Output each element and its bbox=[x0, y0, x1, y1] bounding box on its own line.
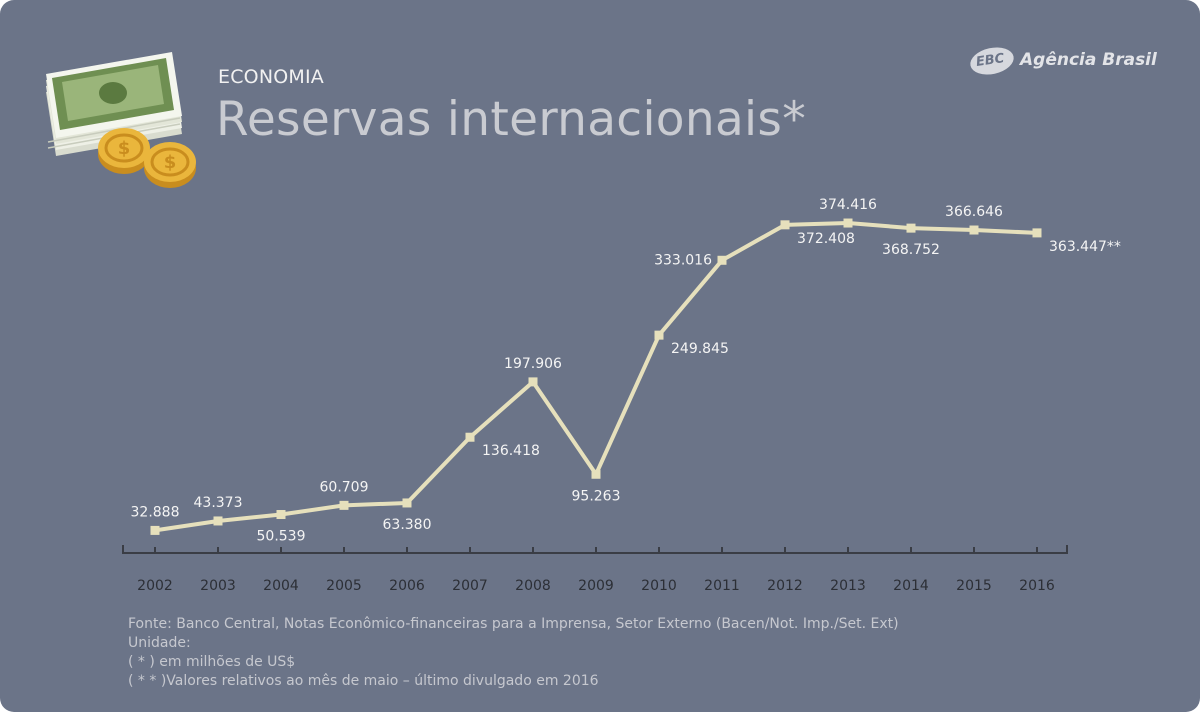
data-label: 368.752 bbox=[882, 242, 940, 258]
page-title: Reservas internacionais* bbox=[216, 92, 806, 147]
data-point bbox=[654, 330, 664, 340]
data-label: 136.418 bbox=[482, 443, 540, 459]
unit-heading: Unidade: bbox=[128, 635, 191, 651]
data-label: 60.709 bbox=[320, 479, 369, 495]
data-point bbox=[969, 225, 979, 235]
brand-logo: EBC Agência Brasil bbox=[966, 42, 1166, 82]
x-tick-label: 2008 bbox=[515, 578, 551, 594]
data-point bbox=[402, 498, 412, 508]
x-tick-label: 2002 bbox=[137, 578, 173, 594]
x-tick-label: 2010 bbox=[641, 578, 677, 594]
data-point bbox=[276, 510, 286, 520]
period-note: ( * * )Valores relativos ao mês de maio … bbox=[128, 673, 599, 689]
data-label: 333.016 bbox=[654, 252, 712, 268]
svg-text:$: $ bbox=[118, 138, 131, 159]
data-label: 43.373 bbox=[194, 495, 243, 511]
data-label: 63.380 bbox=[383, 517, 432, 533]
x-tick-label: 2016 bbox=[1019, 578, 1055, 594]
data-label: 249.845 bbox=[671, 341, 729, 357]
x-tick-label: 2015 bbox=[956, 578, 992, 594]
data-point bbox=[843, 218, 853, 228]
x-tick-label: 2006 bbox=[389, 578, 425, 594]
data-point bbox=[780, 220, 790, 230]
data-label: 95.263 bbox=[572, 488, 621, 504]
x-tick-label: 2009 bbox=[578, 578, 614, 594]
data-point bbox=[465, 432, 475, 442]
data-point bbox=[1032, 228, 1042, 238]
x-tick-label: 2003 bbox=[200, 578, 236, 594]
data-point bbox=[906, 223, 916, 233]
data-label: 363.447** bbox=[1049, 239, 1121, 255]
svg-text:$: $ bbox=[164, 152, 177, 173]
data-label: 32.888 bbox=[131, 504, 180, 520]
series-line bbox=[154, 221, 1038, 533]
coin-icon: $ bbox=[98, 128, 150, 174]
source-note: Fonte: Banco Central, Notas Econômico-fi… bbox=[128, 616, 899, 632]
x-tick-label: 2011 bbox=[704, 578, 740, 594]
bill-stack-icon bbox=[46, 52, 182, 156]
data-label: 374.416 bbox=[819, 197, 877, 213]
chart-footer: Fonte: Banco Central, Notas Econômico-fi… bbox=[128, 615, 899, 691]
line-chart: 2002 2003 2004 2005 2006 2007 2008 2009 2010 2011… bbox=[122, 197, 1121, 594]
x-tick-label: 2013 bbox=[830, 578, 866, 594]
unit-note: ( * ) em milhões de US$ bbox=[128, 654, 296, 670]
data-label: 372.408 bbox=[797, 231, 855, 247]
section-kicker: ECONOMIA bbox=[218, 66, 324, 88]
data-point bbox=[591, 469, 601, 479]
x-tick-label: 2004 bbox=[263, 578, 299, 594]
x-tick-label: 2012 bbox=[767, 578, 803, 594]
data-point bbox=[213, 516, 223, 526]
data-point bbox=[150, 525, 160, 535]
x-tick-label: 2007 bbox=[452, 578, 488, 594]
x-tick-label: 2005 bbox=[326, 578, 362, 594]
data-point bbox=[339, 500, 349, 510]
data-point bbox=[528, 377, 538, 387]
data-label: 197.906 bbox=[504, 356, 562, 372]
coin-icon: $ bbox=[144, 142, 196, 188]
data-label: 50.539 bbox=[257, 529, 306, 545]
data-label: 366.646 bbox=[945, 204, 1003, 220]
x-tick-label: 2014 bbox=[893, 578, 929, 594]
logo-text: Agência Brasil bbox=[1020, 50, 1157, 70]
data-point bbox=[717, 255, 727, 265]
money-stack-coins-icon: $ $ bbox=[46, 52, 196, 188]
